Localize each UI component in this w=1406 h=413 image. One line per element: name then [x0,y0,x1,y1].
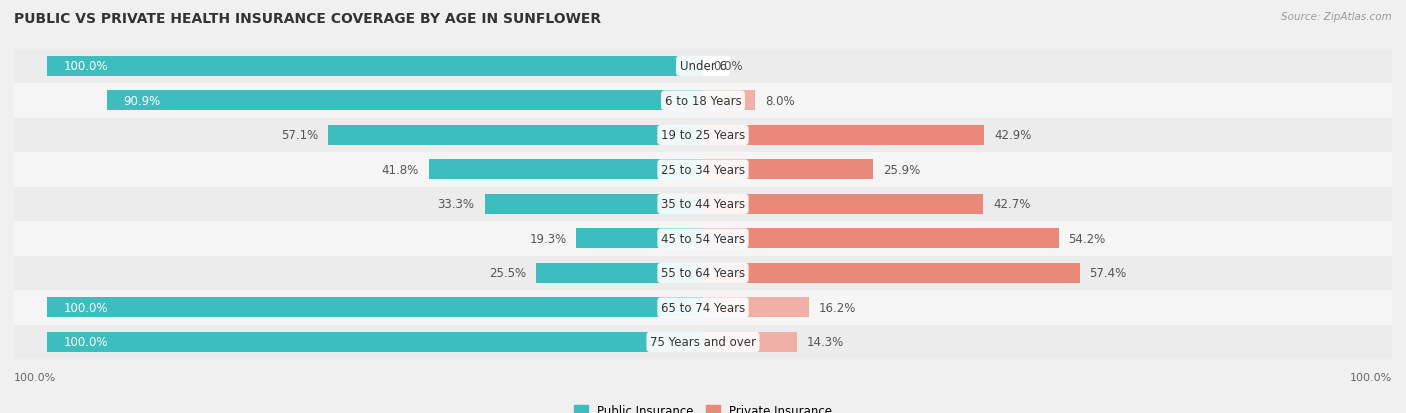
Text: 25.9%: 25.9% [883,164,920,176]
Bar [536,263,703,283]
Text: PUBLIC VS PRIVATE HEALTH INSURANCE COVERAGE BY AGE IN SUNFLOWER: PUBLIC VS PRIVATE HEALTH INSURANCE COVER… [14,12,602,26]
Bar [485,195,703,214]
Text: 100.0%: 100.0% [63,301,108,314]
Bar [703,298,810,318]
Bar [576,229,703,249]
Bar [14,84,1392,119]
Text: 6 to 18 Years: 6 to 18 Years [665,95,741,108]
Bar [703,91,755,111]
Text: 65 to 74 Years: 65 to 74 Years [661,301,745,314]
Bar [107,91,703,111]
Text: 45 to 54 Years: 45 to 54 Years [661,233,745,245]
Text: 42.7%: 42.7% [993,198,1031,211]
Text: 33.3%: 33.3% [437,198,475,211]
Bar [429,160,703,180]
Bar [46,298,703,318]
Legend: Public Insurance, Private Insurance: Public Insurance, Private Insurance [569,399,837,413]
Bar [14,119,1392,153]
Bar [14,290,1392,325]
Text: 14.3%: 14.3% [807,336,844,349]
Bar [14,222,1392,256]
Bar [14,50,1392,84]
Text: 90.9%: 90.9% [122,95,160,108]
Text: 42.9%: 42.9% [994,129,1032,142]
Text: 19.3%: 19.3% [529,233,567,245]
Text: 19 to 25 Years: 19 to 25 Years [661,129,745,142]
Bar [14,187,1392,222]
Bar [14,153,1392,187]
Text: 0.0%: 0.0% [713,60,742,73]
Text: 100.0%: 100.0% [63,60,108,73]
Bar [703,229,1059,249]
Text: 25 to 34 Years: 25 to 34 Years [661,164,745,176]
Text: 8.0%: 8.0% [765,95,794,108]
Text: 41.8%: 41.8% [381,164,419,176]
Text: 100.0%: 100.0% [14,373,56,382]
Text: 57.4%: 57.4% [1090,267,1126,280]
Text: 100.0%: 100.0% [63,336,108,349]
Bar [703,263,1080,283]
Text: 57.1%: 57.1% [281,129,319,142]
Text: 16.2%: 16.2% [820,301,856,314]
Text: 25.5%: 25.5% [489,267,526,280]
Bar [14,256,1392,290]
Bar [14,325,1392,359]
Bar [329,126,703,146]
Text: 55 to 64 Years: 55 to 64 Years [661,267,745,280]
Text: 100.0%: 100.0% [1350,373,1392,382]
Bar [703,160,873,180]
Text: Under 6: Under 6 [679,60,727,73]
Text: 54.2%: 54.2% [1069,233,1105,245]
Bar [46,332,703,352]
Bar [703,332,797,352]
Text: 35 to 44 Years: 35 to 44 Years [661,198,745,211]
Bar [703,126,984,146]
Text: 75 Years and over: 75 Years and over [650,336,756,349]
Text: Source: ZipAtlas.com: Source: ZipAtlas.com [1281,12,1392,22]
Bar [46,57,703,77]
Bar [703,195,983,214]
